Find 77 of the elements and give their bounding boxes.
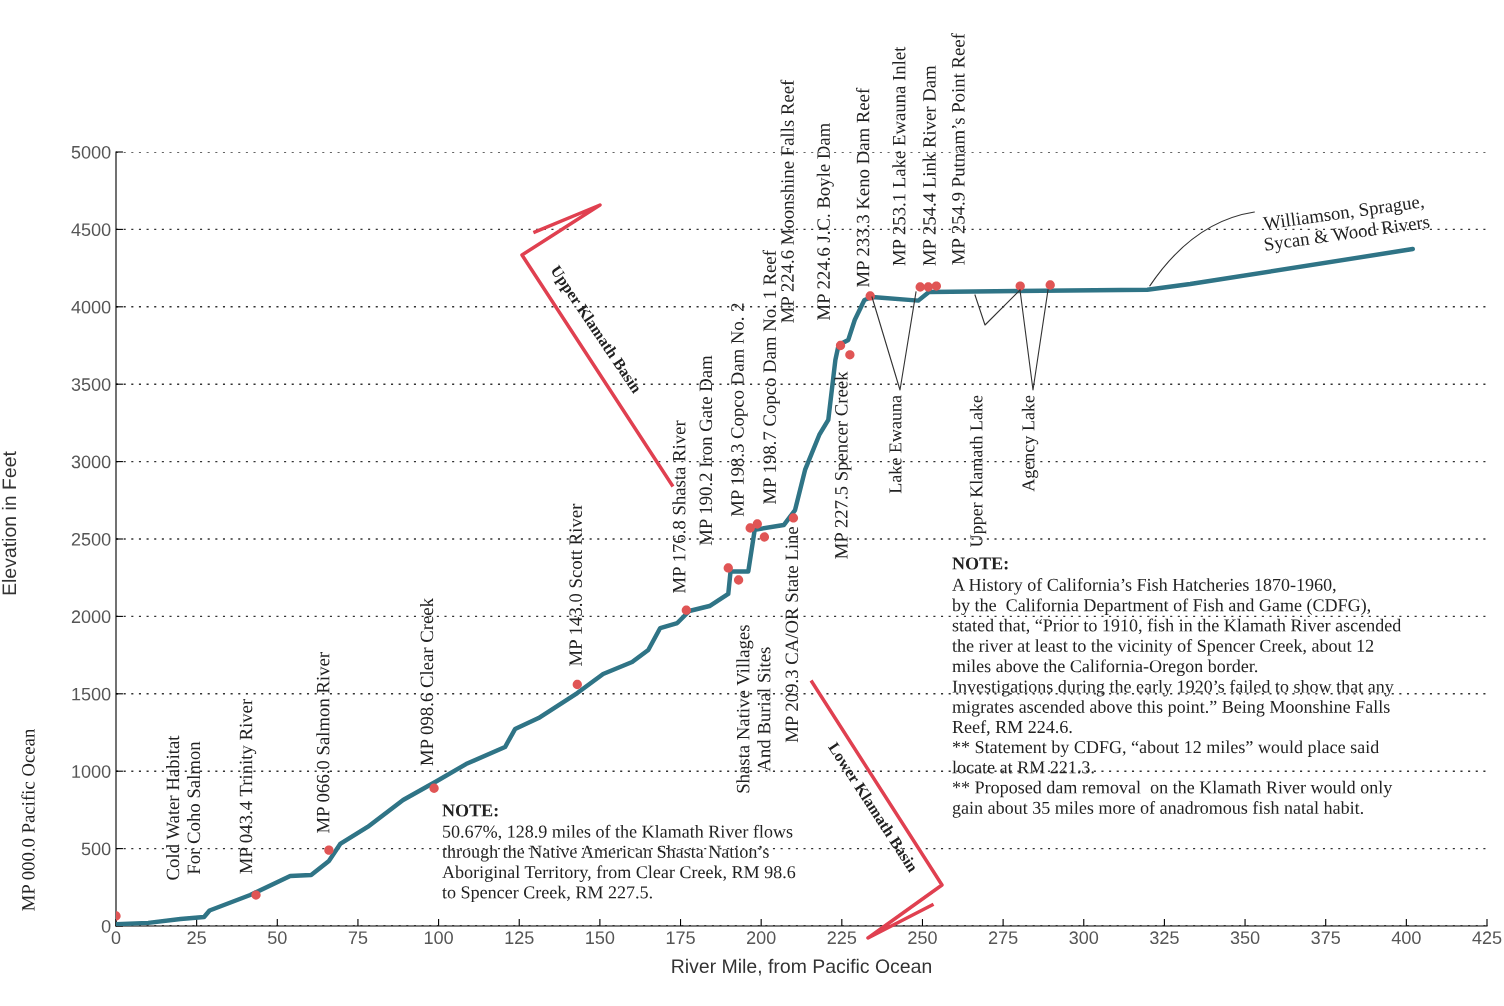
point	[429, 783, 439, 793]
y-tick-label: 1000	[72, 765, 111, 778]
annotation: Agency Lake	[1021, 395, 1039, 492]
point	[1015, 281, 1025, 291]
annotation: MP 224.6 J.C. Boyle Dam	[816, 123, 834, 320]
annotation: MP 190.2 Iron Gate Dam	[699, 355, 713, 546]
point	[788, 513, 799, 523]
point	[845, 350, 855, 360]
x-tick-label: 275	[988, 931, 1018, 945]
x-tick-label: 250	[908, 931, 937, 945]
point	[923, 282, 933, 292]
y-axis-title: Elevation in Feet	[1, 451, 17, 595]
x-tick-label: 150	[586, 931, 615, 945]
point	[915, 282, 925, 292]
x-tick-label: 375	[1311, 931, 1341, 945]
point	[1045, 280, 1055, 290]
y-tick-label: 5000	[71, 145, 111, 159]
annotation: MP 043.4 Trinity River	[239, 698, 257, 874]
x-tick-label: 50	[267, 931, 287, 945]
y-tick-label: 1500	[72, 687, 111, 701]
y-tick-label: 2000	[71, 610, 111, 624]
annotation: MP 066.0 Salmon River	[316, 652, 330, 833]
annotation: MP 253.1 Lake Ewauna Inlet	[892, 46, 906, 266]
point	[733, 575, 744, 585]
x-tick-label: 300	[1069, 931, 1099, 945]
y-tick-label: 2500	[71, 532, 111, 546]
x-tick-label: 200	[747, 931, 776, 945]
annotation: MP 198.3 Copco Dam No. 2	[731, 303, 748, 517]
y-tick-label: 0	[101, 919, 111, 933]
annotation: MP 254.4 Link River Dam	[922, 65, 936, 266]
x-axis-title: River Mile, from Pacific Ocean	[672, 958, 931, 976]
annotation: MP 227.5 Spencer Creek	[834, 371, 852, 559]
point	[865, 291, 875, 301]
y-tick-label: 500	[81, 842, 111, 856]
annotation: Williamson, Sprague, Sycan & Wood Rivers	[1262, 194, 1431, 255]
x-tick-label: 225	[827, 931, 857, 945]
annotation: MP 224.6 Moonshine Falls Reef	[780, 79, 794, 323]
point	[681, 605, 691, 615]
y-tick-label: 4000	[71, 300, 111, 314]
y-tick-label: 3500	[71, 378, 111, 391]
x-tick-label: 75	[348, 931, 368, 945]
point	[835, 340, 846, 351]
annotation: Shasta Native Villages And Burial Sites	[736, 625, 771, 793]
annotation: MP 098.6 Clear Creek	[420, 597, 434, 766]
point	[572, 679, 582, 690]
annotation: NOTE:	[952, 557, 1008, 570]
x-tick-label: 100	[424, 931, 453, 945]
point	[745, 523, 755, 533]
annotation: Upper Klamath Lake	[969, 395, 987, 548]
annotation: MP 143.0 Scott River	[569, 503, 583, 666]
x-tick-label: 425	[1472, 931, 1502, 945]
text: MP 000.0 Pacific Ocean	[21, 728, 35, 911]
annotation: NOTE:	[442, 804, 498, 817]
point	[251, 890, 261, 900]
annotation: Cold Water Habitat For Coho Salmon	[166, 735, 201, 880]
x-tick-label: 400	[1391, 931, 1421, 945]
annotation: 50.67%, 128.9 miles of the Klamath River flows through the Native American Shasta Nation’s Aboriginal Territory, from Clear Creek, RM 98.6 to Spencer Creek, RM 227.5.	[442, 824, 796, 903]
x-tick-label: 350	[1230, 931, 1260, 945]
point	[931, 281, 941, 291]
x-tick-label: 0	[111, 931, 121, 945]
point	[759, 532, 770, 542]
point	[723, 563, 733, 573]
x-tick-label: 125	[505, 931, 534, 945]
annotation: MP 176.8 Shasta River	[672, 420, 686, 593]
text: A History of California’s Fish Hatcheries 1870-1960, by the California Department of Fish and Game (CDFG), stated that, “Prior to 1910, fish in the Klamath River ascended the river at least to the vicinity of Spencer Creek, about 12 miles above the California-Oregon border. Investigations during the early 1920’s failed to show that any migrates ascended above this point.” Being Moonshine Falls Reef, RM 224.6. ** Statement by CDFG, “about 12 miles” would place said locate at RM 221.3. ** Proposed dam removal on the Klamath River would only gain about 35 miles more of anadromous fish natal habit.	[952, 578, 1402, 818]
x-tick-label: 175	[666, 931, 695, 945]
x-tick-label: 25	[187, 931, 206, 945]
point	[752, 519, 762, 529]
annotation: MP 233.3 Keno Dam Reef	[855, 87, 870, 288]
annotation: MP 254.9 Putnam’s Point Reef	[951, 33, 965, 265]
annotation: Lake Ewauna	[888, 395, 902, 494]
point	[324, 845, 334, 855]
annotation: MP 198.7 Copco Dam No. 1 Reef	[762, 250, 780, 504]
x-tick-label: 325	[1150, 931, 1179, 945]
y-tick-label: 3000	[71, 455, 111, 469]
annotation: MP 209.3 CA/OR State Line	[785, 526, 799, 743]
y-tick-label: 4500	[71, 223, 111, 237]
